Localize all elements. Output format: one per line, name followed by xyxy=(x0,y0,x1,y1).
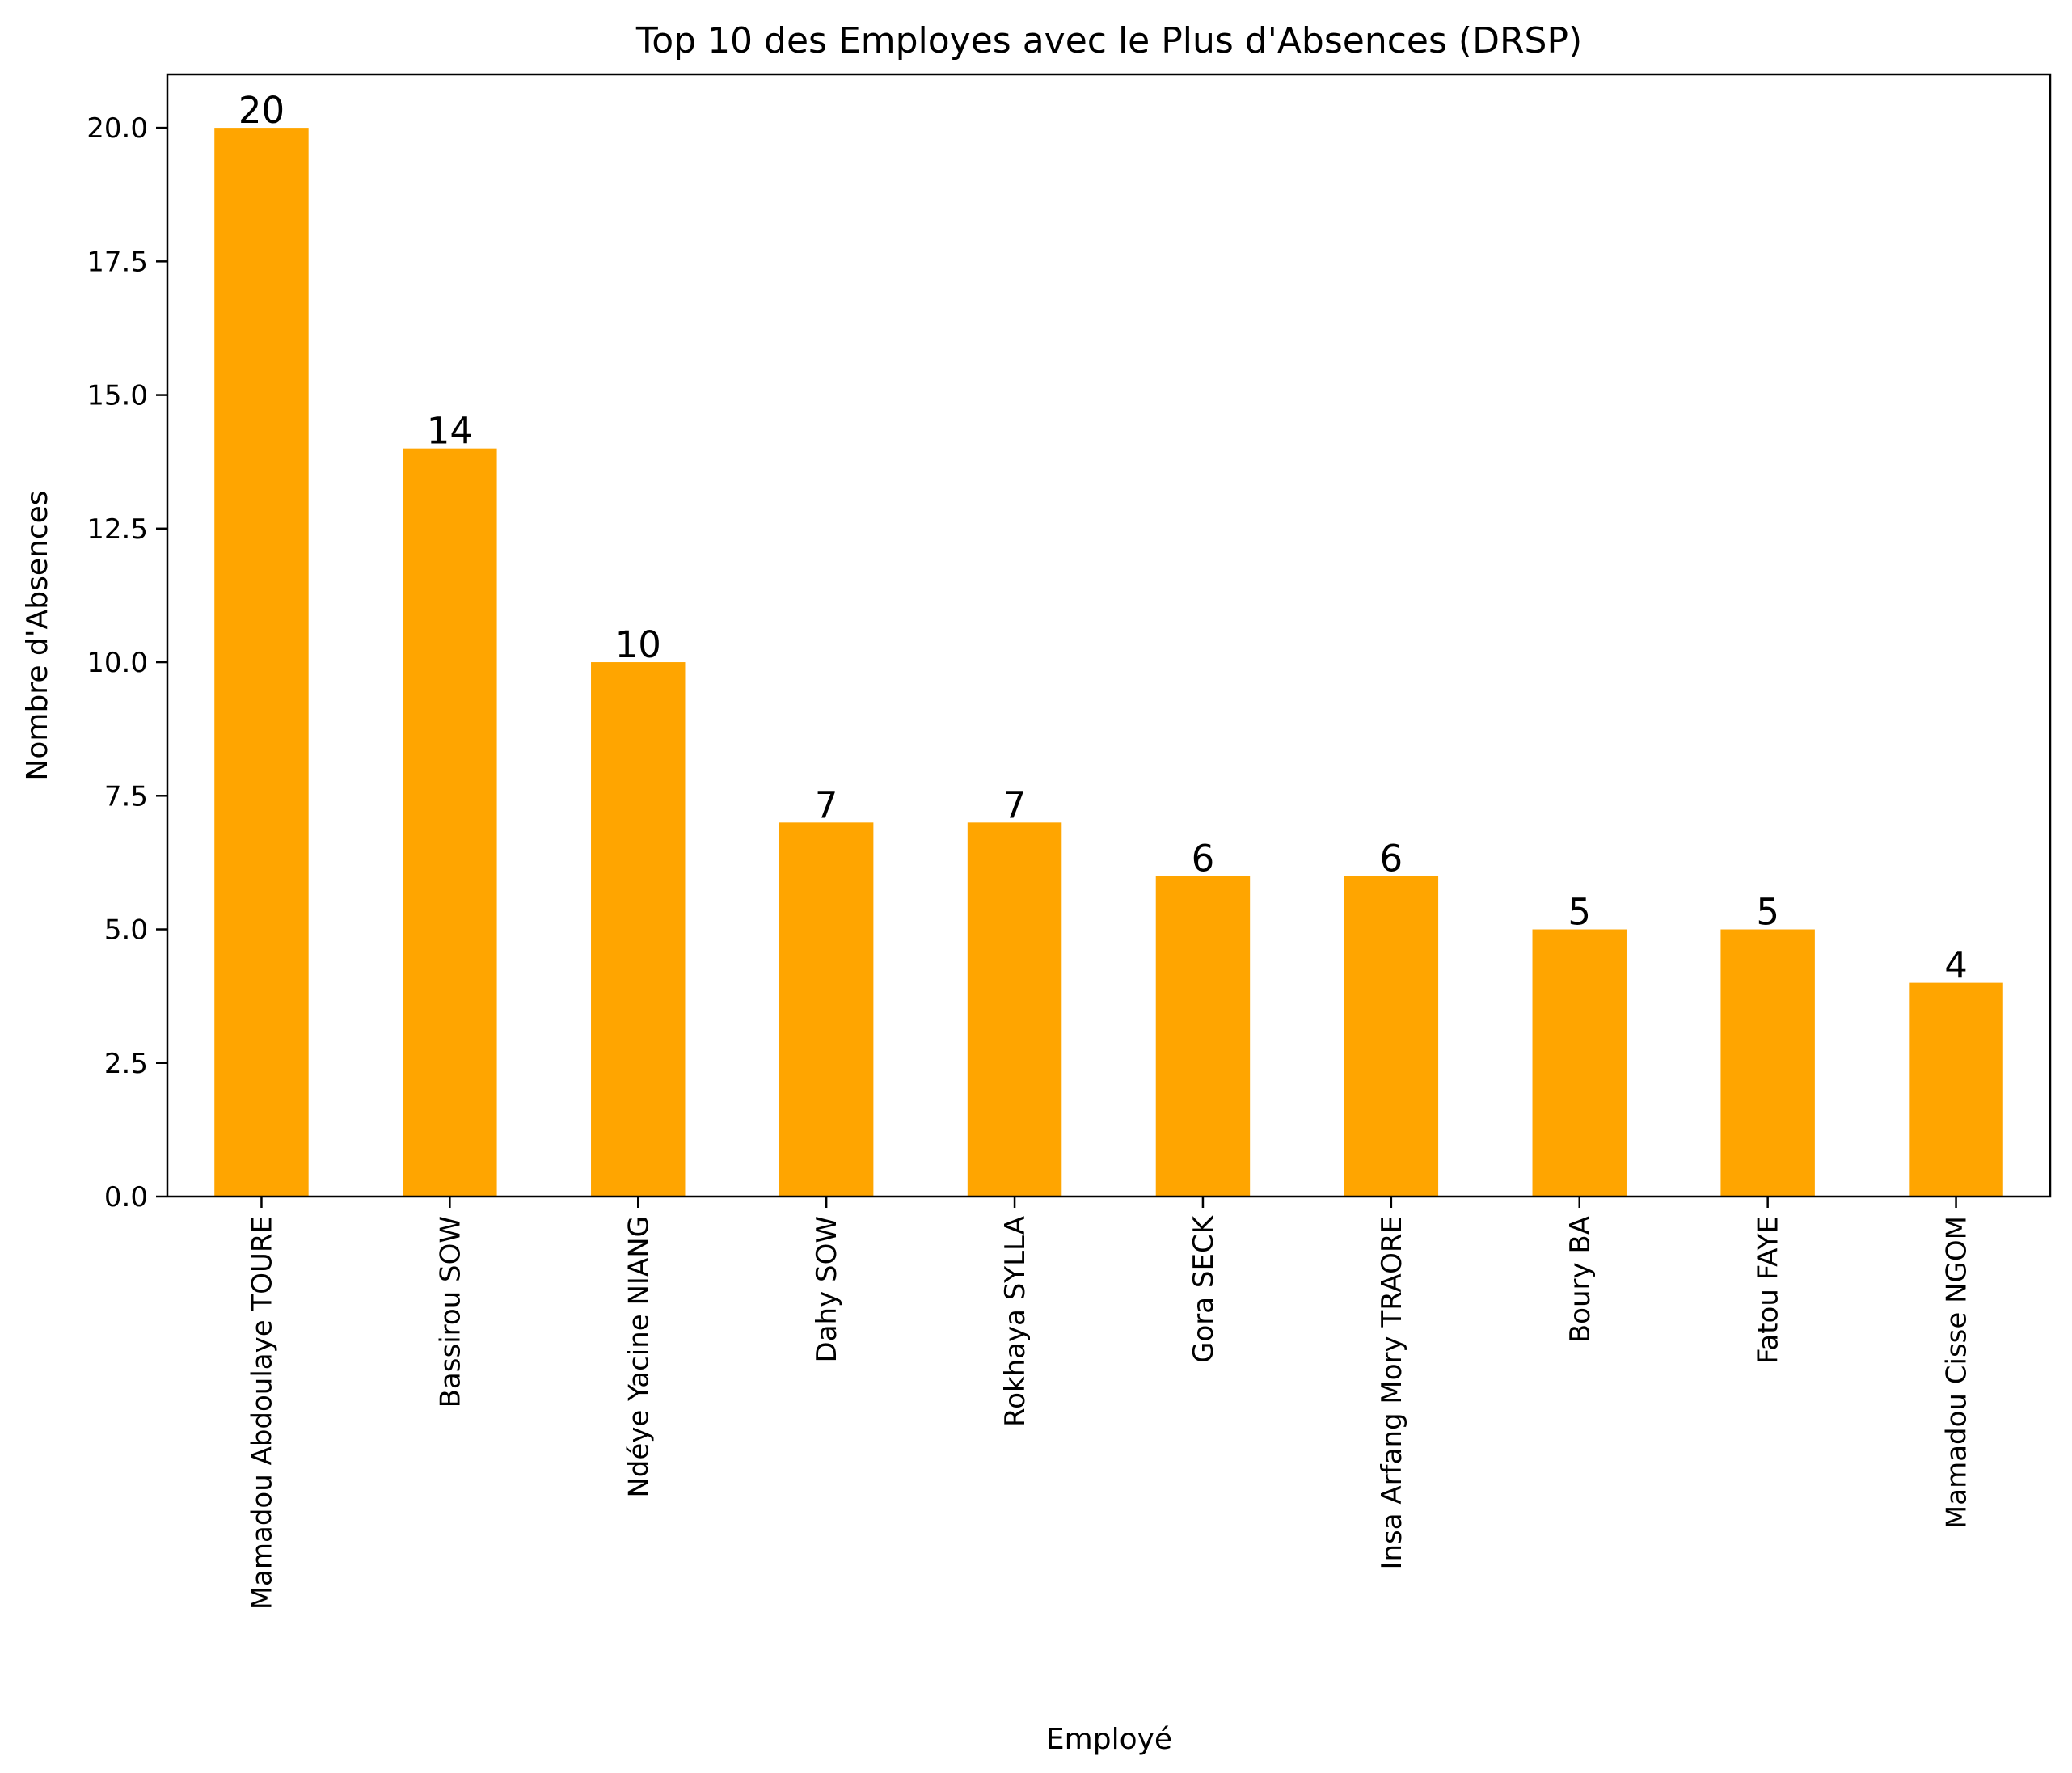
x-tick-label: Dahy SOW xyxy=(811,1216,843,1362)
x-tick-label: Gora SECK xyxy=(1188,1214,1220,1363)
bar-2 xyxy=(403,448,497,1197)
x-tick-label: Rokhaya SYLLA xyxy=(999,1216,1032,1427)
x-ticks-group: Mamadou Abdoulaye TOURE Bassirou SOW Ndéye… xyxy=(246,1197,1973,1610)
bar-value-label: 5 xyxy=(1568,891,1591,934)
y-axis-label: Nombre d'Absences xyxy=(21,490,54,780)
x-tick-label: Ndéye Yacine NIANG xyxy=(622,1216,655,1498)
chart-title: Top 10 des Employes avec le Plus d'Absen… xyxy=(635,20,1582,61)
bar-9 xyxy=(1720,929,1815,1197)
axes-group xyxy=(166,73,2052,1198)
y-tick-label: 5.0 xyxy=(104,914,148,947)
bar-value-label: 20 xyxy=(238,89,285,132)
bar-value-label: 7 xyxy=(815,783,838,826)
bar-value-label: 4 xyxy=(1944,944,1968,987)
bar-7 xyxy=(1344,876,1439,1197)
bar-value-label: 10 xyxy=(615,623,661,666)
x-tick-label: Mamadou Abdoulaye TOURE xyxy=(246,1216,278,1610)
y-tick-label: 2.5 xyxy=(104,1048,148,1080)
bar-4 xyxy=(779,822,874,1197)
plot-frame xyxy=(166,73,2052,1198)
bar-1 xyxy=(214,128,309,1197)
bar-6 xyxy=(1155,876,1251,1197)
bar-10 xyxy=(1909,982,2003,1197)
x-axis-label: Employé xyxy=(1046,1723,1172,1756)
x-tick-label: Fatou FAYE xyxy=(1753,1216,1785,1364)
bar-value-label: 6 xyxy=(1192,837,1215,880)
bar-value-label: 7 xyxy=(1003,783,1027,826)
y-tick-label: 12.5 xyxy=(87,513,148,546)
x-tick-label: Boury BA xyxy=(1564,1216,1597,1343)
data-labels-group: 20 14 10 7 7 6 6 5 5 4 xyxy=(238,89,1968,987)
x-tick-label: Mamadou Cisse NGOM xyxy=(1941,1216,1973,1529)
y-tick-label: 15.0 xyxy=(87,380,148,412)
bar-value-label: 14 xyxy=(427,410,473,453)
bar-5 xyxy=(967,822,1062,1197)
y-tick-label: 7.5 xyxy=(104,780,148,813)
bar-value-label: 5 xyxy=(1756,891,1779,934)
bar-8 xyxy=(1532,929,1627,1197)
x-tick-label: Insa Arfang Mory TRAORE xyxy=(1376,1216,1408,1570)
y-tick-label: 10.0 xyxy=(87,647,148,679)
y-tick-label: 0.0 xyxy=(104,1181,148,1214)
bars-group xyxy=(214,128,2003,1197)
x-tick-label: Bassirou SOW xyxy=(434,1216,466,1408)
bar-value-label: 6 xyxy=(1380,837,1403,880)
y-tick-label: 20.0 xyxy=(87,112,148,145)
bar-3 xyxy=(591,662,686,1197)
y-ticks-group: 0.0 2.5 5.0 7.5 10.0 12.5 15.0 17.5 20.0 xyxy=(87,112,167,1214)
y-tick-label: 17.5 xyxy=(87,246,148,278)
